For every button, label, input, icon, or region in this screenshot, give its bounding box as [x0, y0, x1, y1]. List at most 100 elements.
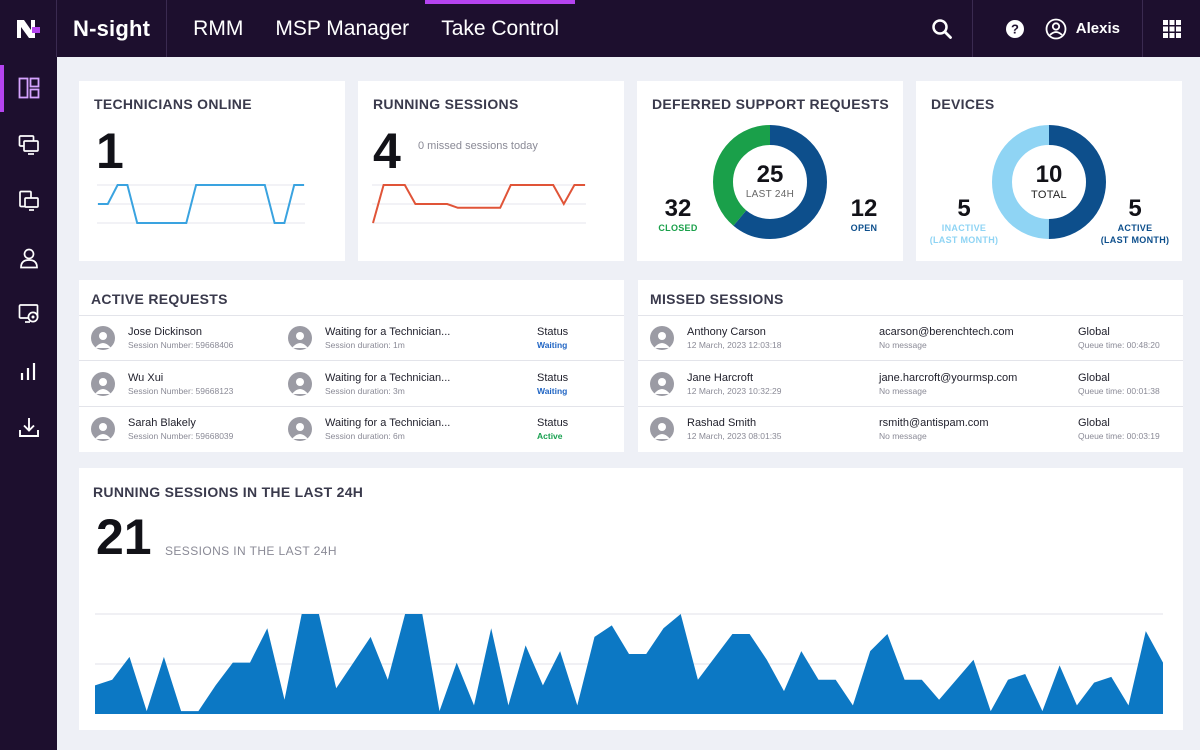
status-badge: Active [537, 431, 563, 441]
devices-active-label: ACTIVE [1117, 223, 1153, 233]
missed-sessions-title: MISSED SESSIONS [650, 291, 784, 307]
sessions-area-series [95, 614, 1163, 714]
devices-active-stat: 5 ACTIVE (LAST MONTH) [1093, 195, 1177, 246]
session-date: 12 March, 2023 10:32:29 [687, 385, 782, 396]
donut-segment-closed [713, 125, 827, 239]
sparkline-series [372, 184, 585, 224]
request-state: Waiting for a Technician... [325, 417, 451, 429]
session-date: 12 March, 2023 12:03:18 [687, 340, 782, 350]
devices-center: 10 TOTAL [1019, 161, 1079, 201]
sidebar-item-downloads[interactable] [0, 399, 57, 456]
missed-sessions-note: 0 missed sessions today [418, 140, 538, 152]
active-request-row[interactable]: Sarah Blakely Session Number: 59668039 W… [79, 407, 624, 452]
sessions-24h-value: 21 [96, 509, 152, 565]
devices-inactive-value: 5 [957, 195, 971, 222]
sessions-24h-card: RUNNING SESSIONS IN THE LAST 24H 21 SESS… [79, 468, 1183, 730]
top-bar: N-sight RMM MSP Manager Take Control ? A… [0, 0, 1200, 57]
deferred-open-label: OPEN [850, 223, 878, 233]
running-sessions-value: 4 [373, 123, 401, 179]
running-sessions-sparkline [372, 184, 586, 224]
session-duration: Session duration: 1m [325, 340, 405, 350]
user-menu[interactable]: Alexis [1039, 0, 1143, 57]
sidebar-item-dashboard[interactable] [0, 60, 57, 117]
customer-email: jane.harcroft@yourmsp.com [879, 371, 1018, 384]
sessions-24h-title: RUNNING SESSIONS IN THE LAST 24H [93, 484, 364, 500]
active-request-row[interactable]: Jose Dickinson Session Number: 59668406 … [79, 316, 624, 361]
deferred-requests-donut [713, 125, 827, 239]
n-able-logo-icon[interactable] [0, 0, 57, 57]
session-scope: Global [1078, 371, 1110, 384]
sidebar-item-reports[interactable] [0, 343, 57, 400]
avatar-icon [91, 371, 115, 396]
deferred-requests-card: DEFERRED SUPPORT REQUESTS 25 LAST 24H 32… [637, 81, 903, 261]
sidebar-item-device-settings[interactable] [0, 286, 57, 343]
running-sessions-title: RUNNING SESSIONS [373, 96, 519, 112]
customer-name: Anthony Carson [687, 326, 766, 338]
sidebar-item-remote-desktop[interactable] [0, 173, 57, 230]
remote-desktop-icon [18, 190, 39, 212]
session-duration: Session duration: 6m [325, 431, 405, 441]
sessions-24h-caption: SESSIONS IN THE LAST 24H [165, 544, 337, 558]
missed-session-row[interactable]: Rashad Smith 12 March, 2023 08:01:35 rsm… [638, 407, 1183, 452]
session-date: 12 March, 2023 08:01:35 [687, 431, 782, 441]
active-request-row[interactable]: Wu Xui Session Number: 59668123 Waiting … [79, 362, 624, 407]
devices-center-label: TOTAL [1031, 189, 1067, 201]
brand-name[interactable]: N-sight [57, 0, 168, 57]
request-state: Waiting for a Technician... [325, 326, 451, 338]
sidebar-item-users[interactable] [0, 230, 57, 287]
nav-rmm[interactable]: RMM [193, 17, 244, 40]
technicians-online-card: TECHNICIANS ONLINE 1 [79, 81, 345, 261]
status-label: Status [537, 371, 569, 384]
queue-time: Queue time: 00:03:19 [1078, 431, 1160, 441]
sidebar-item-sessions[interactable] [0, 117, 57, 174]
search-icon[interactable] [913, 0, 973, 57]
requester-name: Wu Xui [128, 371, 164, 384]
avatar-icon [91, 417, 115, 441]
avatar-icon [288, 326, 312, 350]
active-requests-card: ACTIVE REQUESTS Jose Dickinson Session N… [79, 280, 624, 452]
devices-inactive-period: (LAST MONTH) [929, 234, 999, 245]
donut-segment-inactive [992, 125, 1106, 239]
apps-grid-icon[interactable] [1143, 0, 1200, 57]
avatar-icon [650, 371, 674, 396]
session-number: Session Number: 59668406 [128, 340, 234, 350]
technicians-online-sparkline [97, 184, 305, 224]
reports-chart-icon [20, 362, 35, 380]
deferred-center-value: 25 [756, 161, 784, 188]
help-icon[interactable]: ? [991, 0, 1039, 57]
svg-text:?: ? [1011, 21, 1019, 36]
devices-card: DEVICES 10 TOTAL 5 INACTIVE (LAST MONTH)… [916, 81, 1182, 261]
sparkline-series [98, 184, 304, 224]
status-badge: Waiting [537, 340, 568, 350]
customer-email: rsmith@antispam.com [879, 417, 989, 429]
computer-settings-icon [18, 304, 38, 324]
deferred-closed-label: CLOSED [658, 223, 698, 233]
user-circle-icon [1045, 18, 1067, 39]
queue-time: Queue time: 00:48:20 [1078, 340, 1160, 350]
session-duration: Session duration: 3m [325, 385, 405, 396]
deferred-center: 25 LAST 24H [740, 161, 800, 200]
avatar-icon [91, 326, 115, 350]
technicians-online-title: TECHNICIANS ONLINE [94, 96, 252, 112]
sessions-icon [18, 134, 39, 155]
customer-email: acarson@berenchtech.com [879, 326, 1014, 338]
avatar-icon [288, 417, 312, 441]
download-icon [18, 418, 39, 438]
sessions-24h-area-chart [95, 613, 1163, 714]
queue-time: Queue time: 00:01:38 [1078, 385, 1160, 396]
avatar-icon [650, 417, 674, 441]
session-message: No message [879, 340, 927, 350]
missed-sessions-divider [638, 315, 1183, 316]
requester-name: Sarah Blakely [128, 417, 196, 429]
nav-take-control[interactable]: Take Control [425, 0, 575, 57]
session-number: Session Number: 59668039 [128, 431, 234, 441]
deferred-open-value: 12 [850, 195, 878, 222]
missed-session-row[interactable]: Anthony Carson 12 March, 2023 12:03:18 a… [638, 316, 1183, 361]
deferred-open-stat: 12 OPEN [841, 195, 887, 235]
nav-msp-manager[interactable]: MSP Manager [275, 17, 410, 40]
sidebar [0, 57, 57, 750]
missed-session-row[interactable]: Jane Harcroft 12 March, 2023 10:32:29 ja… [638, 362, 1183, 407]
request-state: Waiting for a Technician... [325, 371, 451, 384]
technicians-online-value: 1 [96, 123, 124, 179]
status-label: Status [537, 417, 569, 429]
